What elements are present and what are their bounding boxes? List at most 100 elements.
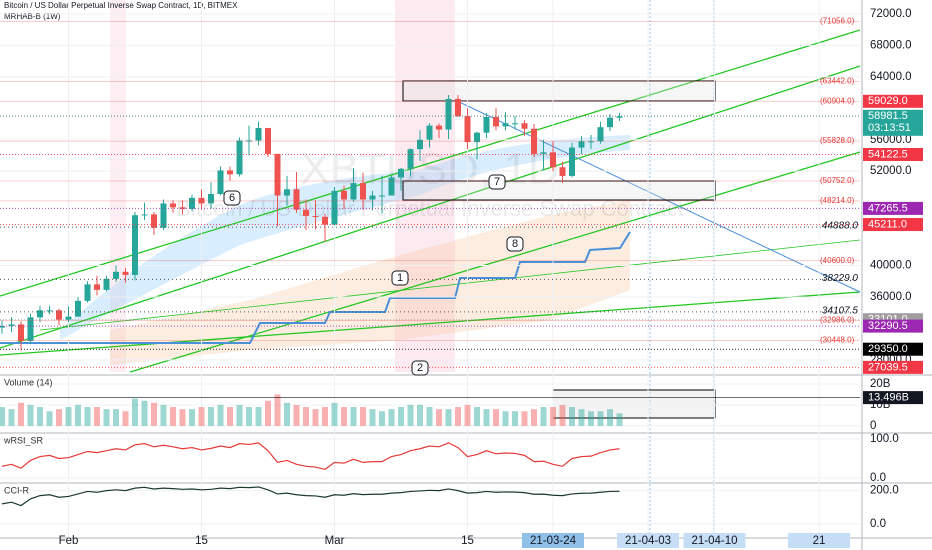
volume-bar (208, 407, 214, 426)
volume-bar (341, 407, 347, 426)
y-tick-label: 200.0 (870, 485, 899, 497)
volume-bar (198, 407, 205, 426)
candle-body (141, 214, 148, 216)
volume-bar (360, 407, 366, 426)
volume-bar (550, 407, 556, 426)
volume-bar (227, 407, 233, 426)
candle-body (322, 216, 328, 225)
candle-body (445, 98, 452, 130)
volume-bar (94, 407, 100, 426)
candle-body (616, 116, 623, 118)
candle-body (559, 167, 566, 176)
countdown: 03:13:51 (868, 122, 911, 134)
candle-body (388, 177, 395, 196)
volume-bar (559, 404, 566, 426)
pane-title: Volume (14) (4, 377, 53, 387)
volume-bar (417, 404, 423, 426)
volume-bar (122, 411, 129, 426)
candle-body (75, 300, 81, 317)
price-tag (863, 342, 923, 356)
volume-bar (236, 404, 243, 426)
y-tick-label: 100.0 (870, 433, 899, 445)
candle-body (227, 170, 233, 175)
volume-bar (151, 402, 157, 426)
candle-body (189, 197, 195, 209)
x-tick-label: Mar (325, 535, 345, 547)
candle-body (350, 182, 357, 200)
zone-box (552, 389, 716, 419)
callout-label: 7 (494, 176, 500, 188)
candle-body (160, 203, 167, 228)
callout-label: 2 (417, 362, 423, 374)
volume-bar (141, 400, 148, 426)
price-tag-label: 47265.5 (868, 202, 908, 214)
candle-body (27, 317, 34, 341)
callout (506, 236, 524, 252)
callout-label: 6 (229, 192, 235, 204)
level-label: (63442.0) (820, 76, 855, 85)
y-tick-label: 72000.0 (870, 8, 912, 20)
callout (391, 270, 409, 286)
volume-bar (113, 409, 119, 426)
volume-bar (132, 398, 138, 426)
trend-line (0, 29, 861, 297)
price-tag (863, 319, 923, 333)
price-tag (863, 218, 923, 232)
volume-bar (407, 404, 414, 426)
candle-body (502, 123, 509, 127)
volume-bar (189, 409, 195, 426)
price-tag (863, 360, 923, 374)
candle-body (274, 153, 281, 196)
date-highlight (788, 533, 850, 548)
candle-body (483, 116, 490, 133)
y-tick-label: 40000.0 (870, 260, 912, 272)
indicator-line (1, 486, 620, 507)
candle-body (455, 98, 461, 117)
volume-bar (464, 404, 471, 426)
shade-band (395, 0, 455, 372)
volume-bar (483, 409, 490, 426)
volume-bar (569, 407, 575, 426)
level-label: (60904.0) (820, 96, 855, 105)
y-tick-label: 20B (870, 378, 891, 390)
step-line (0, 231, 631, 344)
price-tag (863, 94, 923, 108)
y-tick-label: 68000.0 (870, 39, 912, 51)
y-tick-label: 0.0 (870, 518, 886, 530)
price-tag-label: 58981.5 (868, 110, 908, 122)
volume-bar (436, 409, 442, 426)
candle-body (198, 197, 205, 204)
volume-bar (170, 407, 176, 426)
price-tag-label: 59029.0 (868, 95, 908, 107)
trend-line (454, 99, 861, 293)
candle-body (179, 207, 186, 209)
level-label: (40600.0) (820, 256, 855, 265)
candle-body (512, 123, 518, 125)
candle-body (122, 271, 129, 275)
x-tick-label: 21-04-03 (625, 535, 671, 547)
callout (411, 360, 429, 376)
volume-bar (540, 407, 547, 426)
candle-body (113, 271, 119, 279)
price-label: 44888.0 (822, 221, 859, 232)
price-tag-label: 32290.5 (868, 320, 908, 332)
volume-bar (502, 411, 509, 426)
candle-body (540, 152, 547, 154)
candle-body (436, 125, 442, 130)
volume-bar (312, 409, 319, 426)
candle-body (569, 147, 575, 176)
price-tag-label: 45211.0 (868, 218, 907, 230)
volume-bar (293, 404, 300, 426)
volume-bar (27, 404, 34, 426)
x-tick-label: 21 (813, 535, 826, 547)
candle-body (331, 190, 338, 225)
volume-bar (578, 409, 585, 426)
y-tick-label: 52000.0 (870, 165, 912, 177)
price-tag-label: 27039.5 (868, 361, 908, 373)
volume-bar (350, 407, 357, 426)
date-highlight (683, 533, 746, 548)
volume-bar (103, 409, 110, 426)
candle-body (94, 284, 100, 290)
volume-bar (179, 409, 186, 426)
